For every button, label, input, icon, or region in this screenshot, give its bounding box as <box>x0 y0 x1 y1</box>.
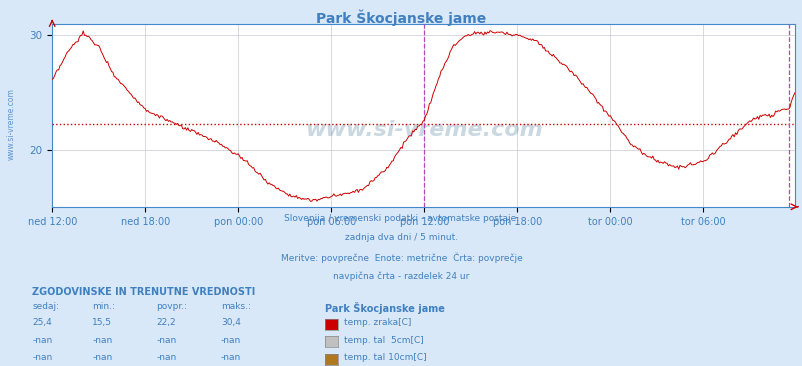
Text: temp. tal 10cm[C]: temp. tal 10cm[C] <box>344 353 427 362</box>
Text: Park Škocjanske jame: Park Škocjanske jame <box>316 9 486 26</box>
Text: Meritve: povprečne  Enote: metrične  Črta: povprečje: Meritve: povprečne Enote: metrične Črta:… <box>280 252 522 263</box>
Text: www.si-vreme.com: www.si-vreme.com <box>304 120 542 140</box>
Text: sedaj:: sedaj: <box>32 302 59 311</box>
Text: -nan: -nan <box>156 353 176 362</box>
Text: 15,5: 15,5 <box>92 318 112 327</box>
Text: 25,4: 25,4 <box>32 318 52 327</box>
Text: 22,2: 22,2 <box>156 318 176 327</box>
Text: temp. zraka[C]: temp. zraka[C] <box>344 318 411 327</box>
Text: Park Škocjanske jame: Park Škocjanske jame <box>325 302 444 314</box>
Text: Slovenija / vremenski podatki - avtomatske postaje.: Slovenija / vremenski podatki - avtomats… <box>284 214 518 223</box>
Text: -nan: -nan <box>92 336 112 345</box>
Text: povpr.:: povpr.: <box>156 302 188 311</box>
Text: -nan: -nan <box>221 336 241 345</box>
Text: -nan: -nan <box>221 353 241 362</box>
Text: min.:: min.: <box>92 302 115 311</box>
Text: temp. tal  5cm[C]: temp. tal 5cm[C] <box>344 336 423 345</box>
Text: maks.:: maks.: <box>221 302 250 311</box>
Text: -nan: -nan <box>32 353 52 362</box>
Text: zadnja dva dni / 5 minut.: zadnja dva dni / 5 minut. <box>345 233 457 242</box>
Text: -nan: -nan <box>32 336 52 345</box>
Text: -nan: -nan <box>156 336 176 345</box>
Text: -nan: -nan <box>92 353 112 362</box>
Text: 30,4: 30,4 <box>221 318 241 327</box>
Text: ZGODOVINSKE IN TRENUTNE VREDNOSTI: ZGODOVINSKE IN TRENUTNE VREDNOSTI <box>32 287 255 297</box>
Text: navpična črta - razdelek 24 ur: navpična črta - razdelek 24 ur <box>333 271 469 281</box>
Text: www.si-vreme.com: www.si-vreme.com <box>6 89 15 160</box>
